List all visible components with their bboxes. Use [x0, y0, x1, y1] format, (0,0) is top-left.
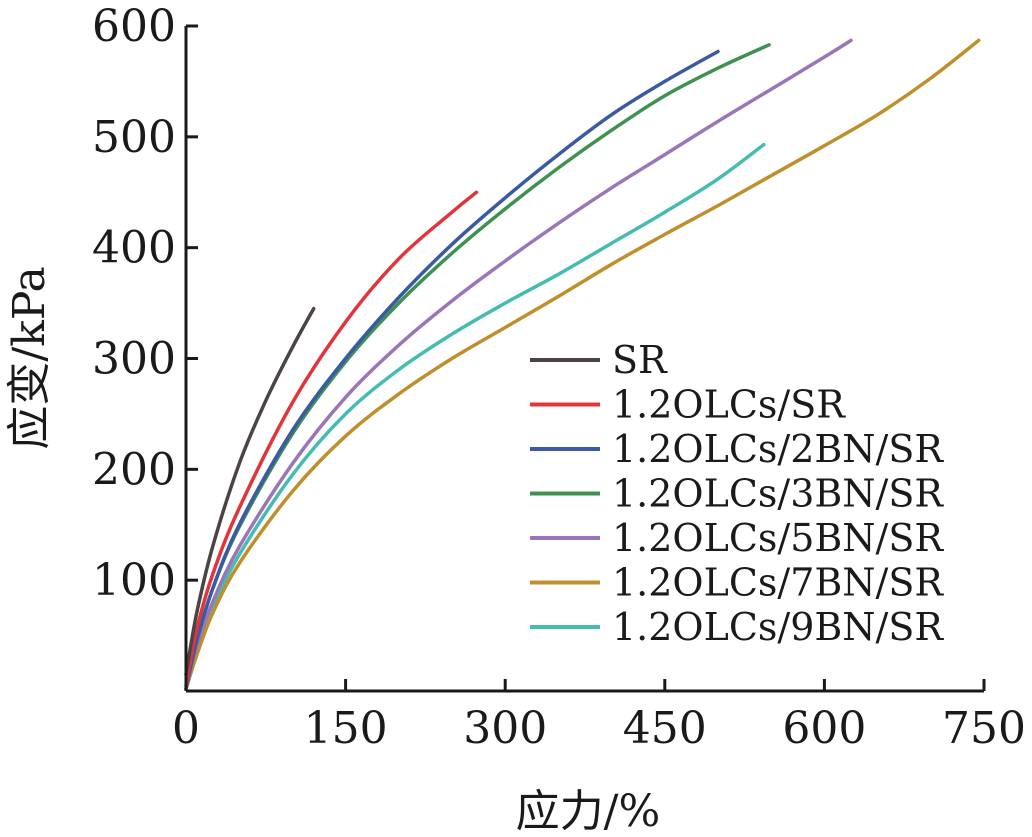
legend-label-1-2olcs-2bn-sr: 1.2OLCs/2BN/SR [612, 427, 944, 471]
x-tick-label: 450 [623, 703, 707, 754]
legend-label-1-2olcs-3bn-sr: 1.2OLCs/3BN/SR [612, 472, 944, 516]
legend-label-1-2olcs-7bn-sr: 1.2OLCs/7BN/SR [612, 561, 944, 605]
y-tick-label: 100 [92, 555, 176, 606]
y-axis-title: 应变/kPa [4, 266, 55, 449]
x-tick-label: 300 [463, 703, 547, 754]
series-line-1-2olcs-sr [184, 190, 479, 688]
y-tick-label: 600 [92, 1, 176, 52]
series-line-1-2olcs-2bn-sr [184, 49, 720, 691]
y-tick-label: 200 [92, 444, 176, 495]
axes-layer: 0 150 300 450 600 750 100 200 300 400 500 600 [92, 1, 1026, 754]
series-line-sr [184, 306, 316, 677]
y-tick-label: 500 [92, 112, 176, 163]
x-tick-label: 0 [172, 703, 200, 754]
y-tick-label: 400 [92, 223, 176, 274]
series-line-1-2olcs-7bn-sr [184, 38, 981, 691]
x-axis-title: 应力/% [516, 786, 661, 837]
series-layer [184, 38, 981, 691]
legend-label-1-2olcs-9bn-sr: 1.2OLCs/9BN/SR [612, 605, 944, 649]
series-line-1-2olcs-9bn-sr [184, 142, 766, 691]
series-line-1-2olcs-5bn-sr [184, 38, 853, 691]
legend-label-sr: SR [612, 338, 668, 382]
legend: SR1.2OLCs/SR1.2OLCs/2BN/SR1.2OLCs/3BN/SR… [530, 338, 944, 649]
y-tick-label: 300 [92, 334, 176, 385]
x-tick-label: 750 [942, 703, 1026, 754]
x-tick-label: 600 [782, 703, 866, 754]
legend-label-1-2olcs-sr: 1.2OLCs/SR [612, 383, 846, 427]
legend-label-1-2olcs-5bn-sr: 1.2OLCs/5BN/SR [612, 516, 944, 560]
x-tick-label: 150 [304, 703, 388, 754]
